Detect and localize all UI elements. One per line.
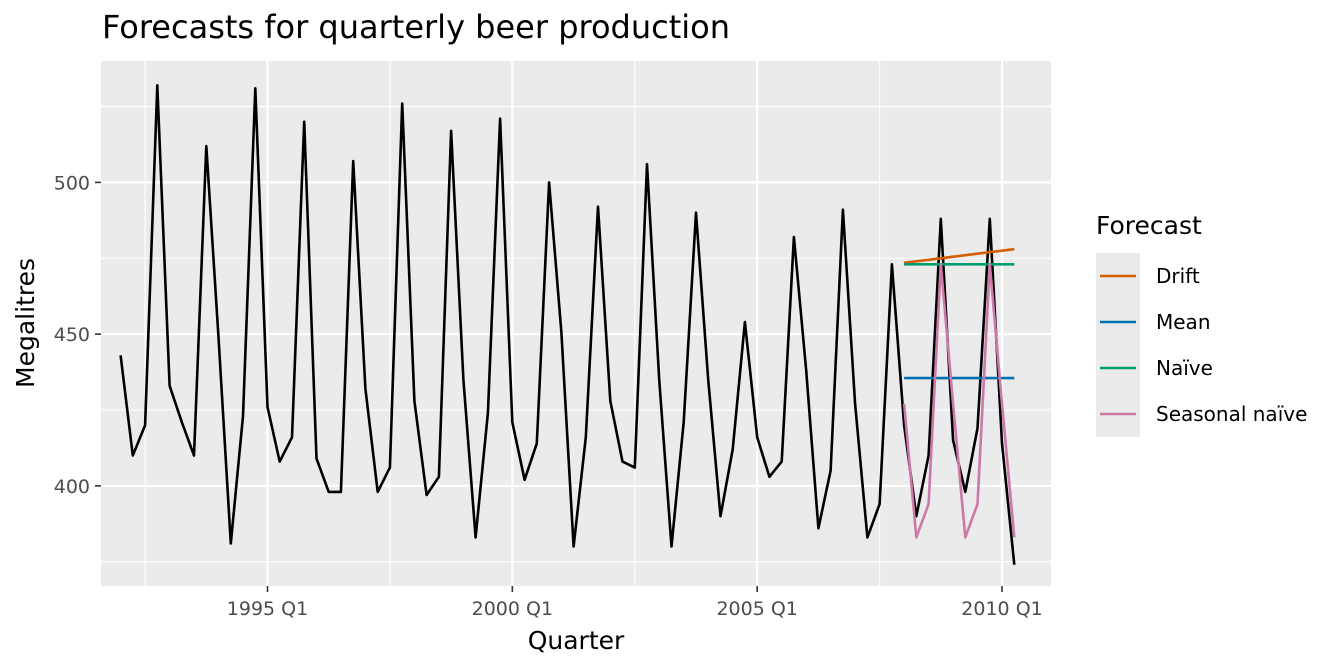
series-line-history bbox=[119, 84, 1016, 565]
y-tick-label: 450 bbox=[54, 324, 90, 346]
x-tick-label: 2000 Q1 bbox=[472, 598, 553, 620]
y-tick-label: 400 bbox=[54, 476, 90, 498]
y-axis-ticks: 400 450 500 bbox=[54, 172, 101, 498]
legend-label: Mean bbox=[1156, 310, 1211, 334]
x-tick-label: 2010 Q1 bbox=[961, 598, 1042, 620]
legend-label: Seasonal naïve bbox=[1156, 402, 1307, 426]
major-gridlines bbox=[101, 61, 1051, 586]
series-lines bbox=[119, 84, 1016, 565]
legend: Forecast Drift Mean Naïve Seasonal naïve bbox=[1096, 211, 1307, 437]
x-axis-title: Quarter bbox=[528, 626, 625, 655]
legend-items: Drift Mean Naïve Seasonal naïve bbox=[1096, 253, 1307, 437]
y-tick-label: 500 bbox=[54, 172, 90, 194]
x-tick-label: 1995 Q1 bbox=[227, 598, 308, 620]
x-tick-label: 2005 Q1 bbox=[716, 598, 797, 620]
minor-gridlines bbox=[101, 61, 1051, 586]
legend-title: Forecast bbox=[1096, 211, 1202, 240]
legend-label: Drift bbox=[1156, 264, 1200, 288]
chart-title: Forecasts for quarterly beer production bbox=[102, 8, 730, 46]
series-line-seasonal-na-ve bbox=[902, 262, 1016, 539]
series-line-drift bbox=[903, 247, 1015, 265]
plot-panel bbox=[101, 61, 1051, 586]
x-axis-ticks: 1995 Q1 2000 Q1 2005 Q1 2010 Q1 bbox=[227, 586, 1043, 620]
legend-label: Naïve bbox=[1156, 356, 1213, 380]
y-axis-title: Megalitres bbox=[11, 258, 40, 388]
